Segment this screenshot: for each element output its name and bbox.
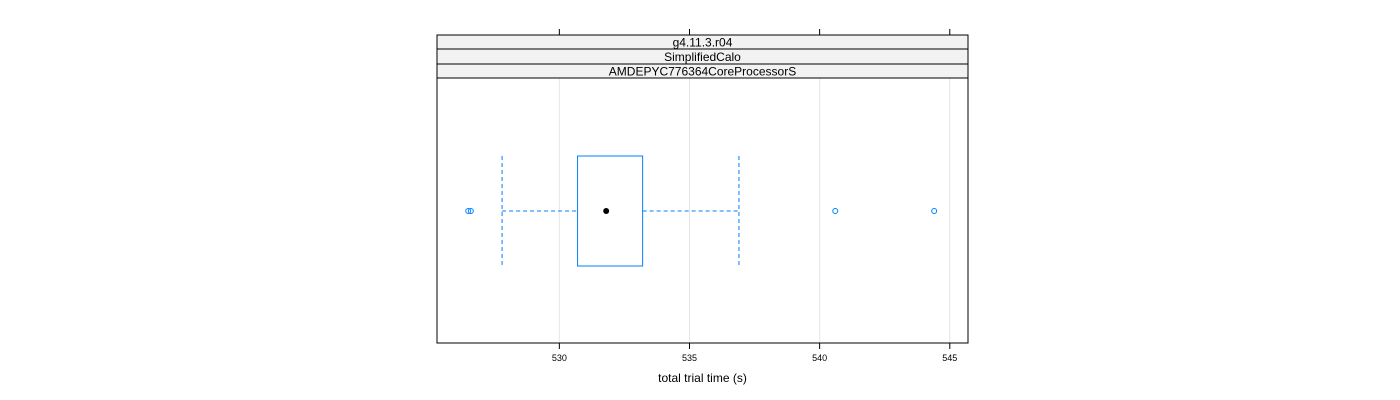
x-tick-label-3: 545	[942, 353, 957, 363]
grid-lines	[558, 78, 951, 343]
strip-headers: g4.11.3.r04 SimplifiedCalo AMDEPYC776364…	[436, 34, 969, 79]
strip-label-3: AMDEPYC776364CoreProcessorS	[609, 65, 796, 79]
x-tick-label-1: 535	[682, 353, 697, 363]
x-tick-label-2: 540	[812, 353, 827, 363]
x-tick-label-0: 530	[552, 353, 567, 363]
box-and-whiskers	[501, 155, 740, 267]
bottom-axis: 530 535 540 545	[552, 343, 957, 363]
iqr-box	[577, 155, 644, 267]
outlier-points	[465, 208, 938, 214]
panel-border	[436, 34, 969, 344]
top-axis-ticks	[558, 29, 951, 35]
outlier-point-3	[931, 208, 938, 214]
x-axis-title: total trial time (s)	[658, 371, 747, 385]
strip-label-2: SimplifiedCalo	[664, 50, 741, 64]
outlier-point-1	[467, 208, 474, 214]
median-dot	[603, 208, 610, 214]
outlier-point-2	[832, 208, 839, 214]
strip-label-1: g4.11.3.r04	[673, 36, 733, 50]
outlier-point-0	[465, 208, 472, 214]
